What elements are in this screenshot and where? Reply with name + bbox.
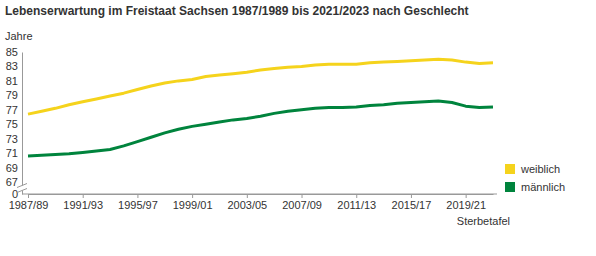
x-tick-label: 2019/21 [446,199,486,211]
y-tick: 71 [6,147,22,159]
y-tick-label: 81 [6,75,18,87]
x-tick-label: 2011/13 [337,199,376,211]
legend-swatch [505,164,515,174]
x-tick-mark [192,194,193,198]
y-tick: 83 [6,60,22,72]
x-tick-label: 1987/89 [9,199,49,211]
x-tick-mark [83,194,84,198]
x-tick-label: 1995/97 [118,199,158,211]
x-tick-mark [356,194,357,198]
legend-item: weiblich [505,163,560,175]
x-tick-mark [302,194,303,198]
chart: Lebenserwartung im Freistaat Sachsen 198… [0,0,596,256]
plot-lines [28,59,493,156]
y-tick: 77 [6,104,22,116]
x-tick-mark [247,194,248,198]
y-tick: 73 [6,133,22,145]
y-tick-label: 77 [6,104,18,116]
y-tick-label: 75 [6,118,18,130]
y-tick-label: 73 [6,133,18,145]
y-tick-label: 85 [6,46,18,58]
x-tick: 1991/93 [63,194,103,211]
x-tick-label: 1991/93 [63,199,103,211]
x-tick: 2011/13 [337,194,376,211]
x-tick-mark [466,194,467,198]
legend-label: männlich [521,181,565,193]
x-tick: 2019/21 [446,194,486,211]
y-axis-line [22,53,23,195]
x-axis: 1987/89 1991/93 1995/97 1999/01 2003/05 2007/… [9,194,494,211]
axis-break-bg [17,186,27,191]
x-tick-label: 2003/05 [227,199,267,211]
y-tick: 85 [6,46,22,58]
y-axis: 067697173757779818385 [6,46,23,200]
series-line [28,59,493,114]
y-tick-label: 69 [6,162,18,174]
axis-break [17,184,27,188]
x-axis-line-ext [22,194,497,195]
x-tick-mark [411,194,412,198]
x-tick: 2007/09 [282,194,322,211]
y-tick: 79 [6,89,22,101]
x-tick-mark [28,194,29,198]
x-axis-title: Sterbetafel [457,215,510,227]
y-tick-label: 67 [6,176,18,188]
y-tick-label: 71 [6,147,18,159]
x-tick-label: 2007/09 [282,199,322,211]
legend-item: männlich [505,181,565,193]
x-tick-label: 2015/17 [392,199,432,211]
x-tick-label: 1999/01 [173,199,213,211]
x-tick-mark [137,194,138,198]
y-tick: 81 [6,75,22,87]
x-tick: 1995/97 [118,194,158,211]
y-tick: 75 [6,118,22,130]
series-line [28,101,493,156]
x-tick: 2003/05 [227,194,267,211]
legend: weiblich männlich [505,163,565,193]
title: Lebenserwartung im Freistaat Sachsen 198… [5,4,469,18]
legend-label: weiblich [520,163,560,175]
y-axis-title: Jahre [5,30,33,42]
y-tick-label: 83 [6,60,18,72]
axis-break [17,189,27,193]
y-tick: 69 [6,162,22,174]
x-tick: 1999/01 [173,194,213,211]
x-tick: 2015/17 [392,194,432,211]
x-tick: 1987/89 [9,194,49,211]
y-tick-label: 79 [6,89,18,101]
legend-swatch [505,182,515,192]
